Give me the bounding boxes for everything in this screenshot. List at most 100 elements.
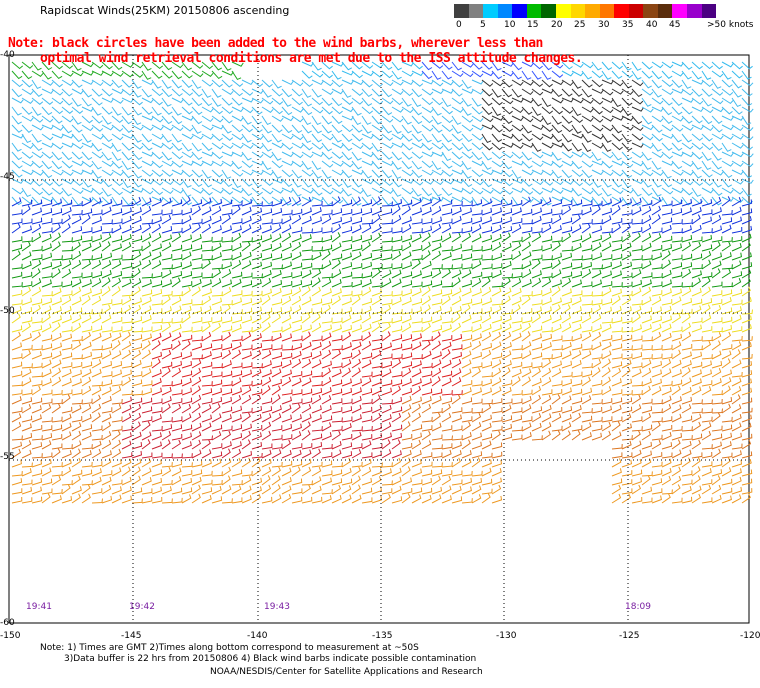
wind-barb: [411, 341, 422, 351]
wind-barb: [461, 142, 472, 152]
wind-barb: [451, 470, 463, 477]
wind-barb: [371, 151, 383, 161]
wind-barb: [511, 296, 522, 306]
wind-barb: [81, 431, 92, 441]
wind-barb: [221, 269, 232, 279]
wind-barb: [351, 88, 364, 96]
wind-barb: [11, 325, 23, 333]
wind-barb: [471, 133, 484, 141]
wind-barb: [201, 388, 213, 396]
wind-barb: [181, 70, 193, 79]
wind-barb: [721, 487, 733, 495]
wind-barb: [381, 219, 393, 225]
wind-barb: [731, 226, 743, 234]
wind-barb: [521, 416, 533, 423]
wind-barb: [651, 88, 662, 98]
wind-barb: [531, 115, 544, 123]
wind-barb: [271, 196, 284, 204]
wind-barb: [611, 343, 623, 351]
wind-barb: [691, 106, 704, 113]
wind-barb: [591, 187, 603, 197]
wind-barb: [21, 133, 32, 144]
wind-barb: [191, 178, 203, 188]
wind-barb: [131, 115, 142, 126]
wind-barb: [501, 115, 513, 124]
wind-barb: [11, 413, 22, 423]
wind-barb: [221, 187, 234, 195]
wind-barb: [31, 435, 43, 441]
wind-barb: [531, 196, 544, 204]
wind-barb: [261, 406, 273, 414]
wind-barb: [701, 451, 713, 459]
wind-barb: [591, 299, 603, 306]
wind-barb: [141, 397, 153, 405]
wind-barb: [651, 399, 663, 405]
wind-barb: [601, 416, 613, 423]
wind-barb: [541, 413, 552, 423]
wind-barb: [561, 246, 573, 252]
wind-barb: [361, 70, 374, 77]
wind-barb: [171, 227, 183, 234]
wind-barb: [361, 234, 373, 243]
wind-barb: [681, 404, 692, 414]
wind-barb: [511, 250, 522, 261]
wind-barb: [371, 315, 383, 324]
wind-barb: [701, 468, 712, 477]
wind-barb: [311, 88, 322, 98]
wind-barb: [671, 262, 683, 270]
wind-barb: [691, 399, 703, 405]
wind-barb: [191, 124, 202, 134]
wind-barb: [211, 451, 223, 459]
wind-barb: [401, 169, 414, 177]
wind-barb: [641, 324, 652, 333]
wind-barb: [571, 290, 583, 297]
wind-barb: [401, 251, 412, 261]
wind-barb: [61, 260, 72, 270]
wind-barb: [631, 269, 642, 279]
wind-barb: [71, 196, 82, 206]
wind-barb: [651, 488, 663, 495]
wind-barb: [131, 260, 142, 270]
wind-barb: [741, 106, 754, 113]
wind-barb: [601, 97, 614, 104]
wind-barb: [271, 425, 283, 432]
wind-barb: [191, 205, 201, 216]
wind-barb: [21, 389, 33, 396]
wind-barb: [331, 484, 342, 495]
wind-barb: [271, 242, 282, 252]
wind-barb: [181, 441, 192, 450]
wind-barb: [651, 124, 663, 133]
wind-barb: [281, 196, 292, 206]
wind-barb: [401, 334, 413, 342]
wind-barb: [251, 196, 262, 206]
wind-barb: [351, 466, 361, 477]
wind-barb: [331, 196, 344, 204]
wind-barb: [571, 412, 582, 423]
wind-barb: [431, 305, 442, 315]
wind-barb: [621, 493, 632, 504]
wind-barb: [451, 142, 463, 151]
wind-barb: [581, 223, 591, 234]
wind-barb: [451, 215, 462, 225]
wind-barb: [161, 264, 173, 270]
wind-barb: [61, 450, 72, 459]
wind-barb: [731, 349, 741, 360]
wind-barb: [271, 169, 282, 179]
wind-barb: [391, 432, 403, 441]
wind-barb: [191, 88, 203, 97]
wind-barb: [261, 196, 273, 205]
wind-barb: [651, 360, 663, 369]
wind-barb: [501, 187, 514, 195]
wind-barb: [221, 169, 232, 180]
wind-barb: [281, 414, 292, 423]
wind-barb: [351, 295, 361, 306]
wind-barb: [131, 106, 142, 116]
wind-barb: [731, 252, 742, 261]
wind-barb: [251, 235, 263, 243]
wind-barb: [141, 151, 154, 157]
wind-barb: [11, 361, 23, 369]
wind-barb: [181, 413, 192, 423]
wind-barb: [411, 197, 422, 207]
wind-barb: [471, 187, 484, 195]
wind-barb: [281, 434, 293, 441]
